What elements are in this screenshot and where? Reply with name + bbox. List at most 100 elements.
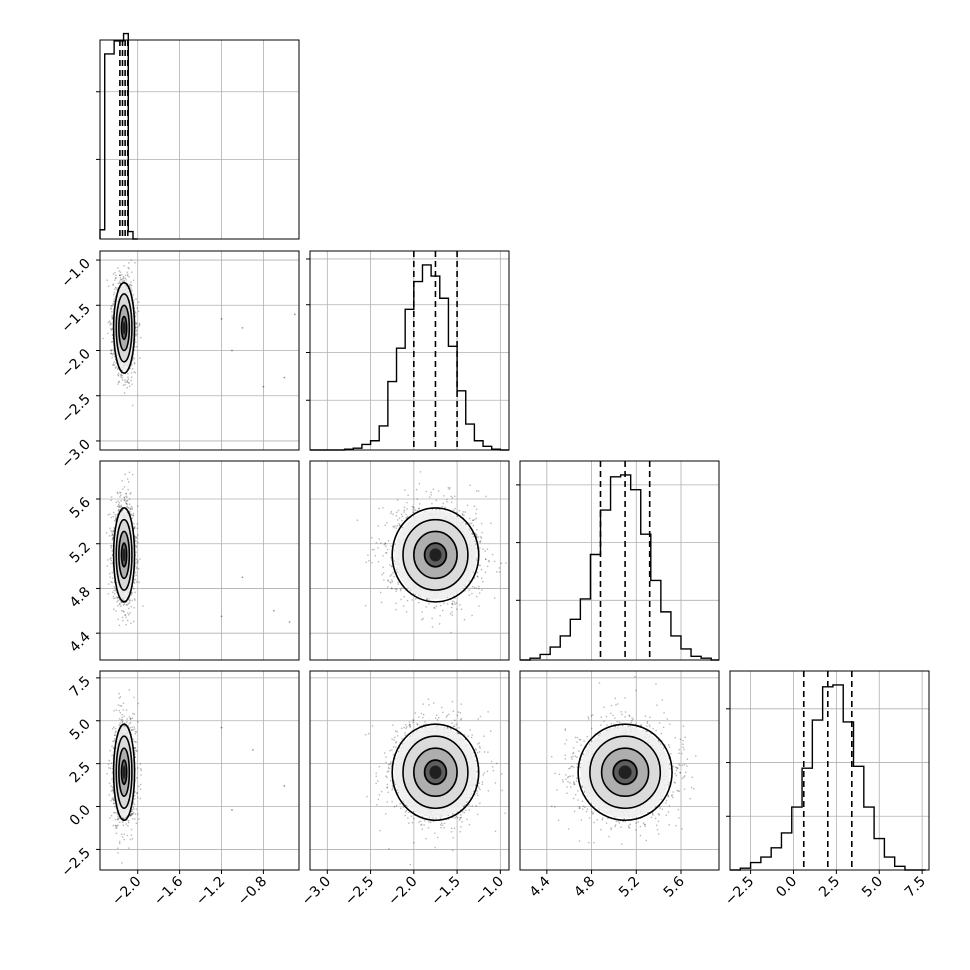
scatter-point (379, 538, 380, 539)
scatter-point (125, 493, 126, 494)
outlier-point (273, 610, 275, 612)
scatter-point (138, 581, 139, 582)
scatter-point (112, 303, 113, 304)
scatter-point (391, 574, 392, 575)
scatter-point (402, 516, 403, 517)
scatter-point (413, 507, 414, 508)
scatter-point (138, 311, 139, 312)
scatter-point (113, 531, 114, 532)
scatter-point (128, 481, 129, 482)
scatter-point (133, 280, 134, 281)
scatter-point (442, 506, 443, 507)
scatter-point (107, 280, 108, 281)
hist-2-frame (310, 251, 509, 450)
scatter-point (142, 605, 143, 606)
scatter-point (111, 582, 112, 583)
scatter-point (124, 474, 125, 475)
scatter-point (120, 271, 121, 272)
scatter-point (439, 615, 440, 616)
scatter-point (137, 523, 138, 524)
scatter-point (109, 558, 110, 559)
scatter-point (481, 589, 482, 590)
scatter-point (126, 503, 127, 504)
scatter-point (123, 276, 124, 277)
scatter-point (132, 405, 133, 406)
scatter-point (135, 327, 136, 328)
scatter-point (135, 335, 136, 336)
scatter-point (118, 375, 119, 376)
scatter-point (130, 513, 131, 514)
scatter-point (401, 520, 402, 521)
scatter-point (136, 333, 137, 334)
hist-panel-1 (96, 34, 299, 239)
scatter-point (135, 572, 136, 573)
scatter-point (126, 497, 127, 498)
scatter-point (124, 392, 125, 393)
scatter-point (135, 372, 136, 373)
scatter-point (139, 357, 140, 358)
scatter-point (433, 489, 434, 490)
scatter-point (416, 489, 417, 490)
scatter-point (136, 566, 137, 567)
scatter-point (108, 322, 109, 323)
scatter-point (117, 492, 118, 493)
scatter-point (134, 362, 135, 363)
scatter-point (119, 381, 120, 382)
scatter-point (392, 572, 393, 573)
scatter-point (400, 590, 401, 591)
pair-1-3-density-4 (123, 548, 126, 561)
scatter-point (478, 586, 479, 587)
scatter-point (406, 502, 407, 503)
scatter-point (407, 600, 408, 601)
scatter-point (107, 565, 108, 566)
scatter-point (122, 278, 123, 279)
scatter-point (404, 507, 405, 508)
scatter-point (469, 523, 470, 524)
scatter-point (111, 560, 112, 561)
outlier-point (221, 318, 223, 320)
scatter-point (114, 590, 115, 591)
scatter-point (131, 506, 132, 507)
scatter-point (122, 620, 123, 621)
scatter-point (357, 520, 358, 521)
scatter-point (454, 603, 455, 604)
scatter-point (401, 514, 402, 515)
scatter-point (131, 380, 132, 381)
scatter-point (109, 573, 110, 574)
scatter-point (136, 331, 137, 332)
scatter-point (114, 593, 115, 594)
scatter-point (128, 267, 129, 268)
scatter-point (396, 589, 397, 590)
scatter-point (135, 579, 136, 580)
scatter-point (136, 568, 137, 569)
scatter-point (138, 302, 139, 303)
scatter-point (399, 517, 400, 518)
scatter-point (108, 583, 109, 584)
scatter-point (406, 517, 407, 518)
scatter-point (133, 523, 134, 524)
outlier-point (231, 350, 233, 352)
scatter-point (478, 588, 479, 589)
scatter-point (130, 281, 131, 282)
scatter-point (116, 601, 117, 602)
scatter-point (127, 373, 128, 374)
scatter-point (128, 383, 129, 384)
scatter-point (127, 380, 128, 381)
scatter-point (113, 516, 114, 517)
scatter-point (127, 500, 128, 501)
scatter-point (397, 499, 398, 500)
scatter-point (392, 581, 393, 582)
scatter-point (385, 543, 386, 544)
scatter-point (114, 361, 115, 362)
scatter-point (119, 603, 120, 604)
scatter-point (480, 536, 481, 537)
scatter-point (112, 592, 113, 593)
scatter-point (454, 601, 455, 602)
scatter-point (119, 507, 120, 508)
scatter-point (119, 492, 120, 493)
scatter-point (426, 598, 427, 599)
scatter-point (404, 489, 405, 490)
scatter-point (390, 557, 391, 558)
scatter-point (109, 535, 110, 536)
scatter-point (392, 514, 393, 515)
